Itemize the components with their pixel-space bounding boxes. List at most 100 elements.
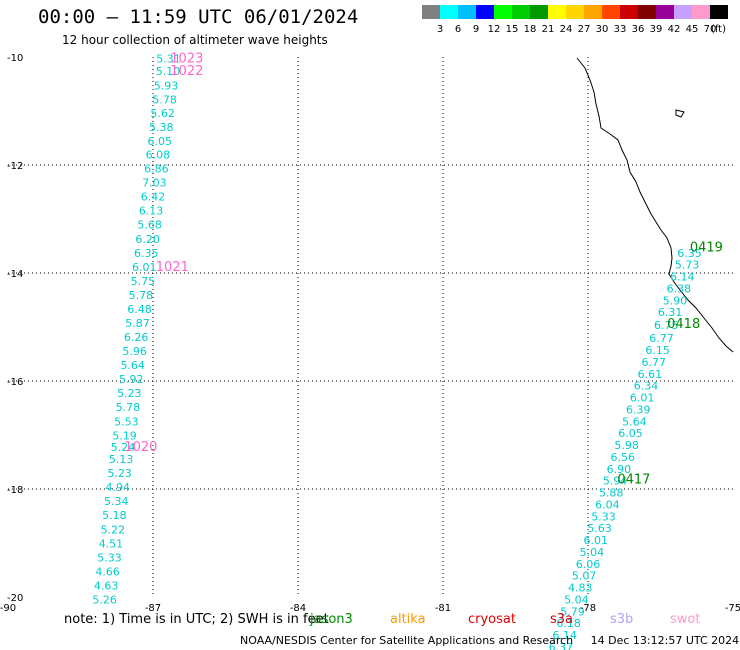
wave-height-value: 6.35 — [677, 247, 702, 260]
satellite-jason3: jason3 — [310, 612, 353, 627]
wave-height-value: 6.77 — [649, 332, 674, 345]
x-tick-label: -84 — [290, 603, 306, 614]
wave-height-value: 5.63 — [587, 522, 612, 535]
wave-height-value: 6.75 — [654, 319, 679, 332]
footer-org: NOAA/NESDIS Center for Satellite Applica… — [240, 634, 574, 647]
wave-height-value: 6.48 — [127, 303, 152, 316]
wave-height-value: 5.79 — [560, 605, 585, 618]
y-tick-label: -10 — [7, 53, 23, 64]
wave-height-value: 5.75 — [131, 275, 156, 288]
wave-height-value: 6.56 — [611, 451, 636, 464]
legend-unit: (ft) — [711, 24, 726, 35]
wave-height-value: 6.14 — [670, 271, 695, 284]
wave-height-value: 4.63 — [94, 579, 119, 592]
satellite-s3a: s3a — [550, 612, 574, 627]
wave-height-value: 5.96 — [122, 345, 147, 358]
pass-time-label: 1023 — [170, 51, 203, 66]
legend-swatch — [674, 5, 692, 19]
track-labels: 5.315.105.935.785.625.386.056.086.867.03… — [92, 51, 723, 650]
satellite-cryosat: cryosat — [468, 612, 516, 627]
legend-swatch — [656, 5, 674, 19]
wave-height-color-legend: 3 6 9 12 15 18 21 24 27 30 33 36 39 42 45 70(ft) — [422, 5, 728, 35]
axis-tick-labels: -90 -87 -84 -81 -78 -75 -10 -12 -14 -16 -18 -20 — [0, 53, 740, 614]
wave-height-value: 6.37 — [549, 641, 574, 650]
page-subtitle: 12 hour collection of altimeter wave hei… — [62, 33, 328, 47]
wave-height-value: 5.31 — [156, 52, 181, 65]
satellite-swot: swot — [670, 612, 701, 627]
pass-time-label: 1021 — [156, 260, 189, 275]
y-tick-label: -14 — [7, 269, 23, 280]
wave-height-value: 5.93 — [154, 79, 179, 92]
wave-height-value: 6.20 — [135, 233, 160, 246]
wave-height-value: 6.90 — [607, 463, 632, 476]
wave-height-value: 6.13 — [139, 205, 164, 218]
wave-height-value: 5.33 — [97, 551, 122, 564]
wave-height-value: 5.23 — [107, 467, 132, 480]
wave-height-value: 4.94 — [105, 481, 130, 494]
legend-swatch — [476, 5, 494, 19]
legend-label: 15 — [506, 24, 519, 35]
x-tick-label: -81 — [435, 603, 451, 614]
wave-height-value: 5.18 — [102, 509, 127, 522]
wave-height-value: 5.68 — [137, 219, 162, 232]
x-tick-label: -90 — [0, 603, 16, 614]
coastline-path — [576, 57, 734, 353]
wave-height-value: 6.01 — [583, 534, 608, 547]
x-tick-label: -75 — [725, 603, 740, 614]
legend-swatch — [584, 5, 602, 19]
wave-height-value: 6.39 — [626, 403, 651, 416]
wave-height-value: 6.04 — [595, 498, 620, 511]
wave-height-value: 6.31 — [658, 306, 683, 319]
wave-height-value: 5.64 — [120, 359, 145, 372]
legend-swatch — [440, 5, 458, 19]
legend-label: 3 — [437, 24, 443, 35]
satellite-altika: altika — [390, 612, 426, 627]
legend-swatch — [422, 5, 440, 19]
wave-height-value: 6.01 — [132, 261, 157, 274]
pass-time-label: 1020 — [124, 440, 157, 455]
wave-height-value: 5.13 — [109, 453, 134, 466]
legend-label: 33 — [614, 24, 627, 35]
wave-height-value: 4.51 — [99, 537, 124, 550]
wave-height-value: 4.66 — [95, 565, 120, 578]
legend-swatch — [710, 5, 728, 19]
legend-label: 70 — [704, 24, 717, 35]
y-tick-label: -12 — [7, 161, 23, 172]
wave-height-value: 6.38 — [667, 282, 692, 295]
legend-swatch — [566, 5, 584, 19]
wave-height-value: 6.34 — [634, 380, 659, 393]
wave-height-value: 6.77 — [641, 356, 666, 369]
wave-height-value: 5.07 — [572, 570, 597, 583]
wave-height-value: 5.34 — [104, 495, 129, 508]
wave-height-value: 6.05 — [618, 427, 643, 440]
wave-height-value: 6.01 — [630, 392, 655, 405]
wave-height-value: 5.73 — [675, 259, 700, 272]
pass-time-label: 1022 — [170, 64, 203, 79]
legend-label: 39 — [650, 24, 663, 35]
wave-height-value: 5.92 — [119, 373, 144, 386]
wave-height-value: 5.33 — [591, 510, 616, 523]
satellite-s3b: s3b — [610, 612, 634, 627]
footer-credit: NOAA/NESDIS Center for Satellite Applica… — [240, 634, 739, 647]
wave-height-value: 5.19 — [112, 429, 137, 442]
pass-time-label: 0419 — [690, 240, 723, 255]
legend-label: 30 — [596, 24, 609, 35]
wave-height-value: 5.88 — [599, 487, 624, 500]
wave-height-value: 5.78 — [116, 401, 141, 414]
wave-height-value: 5.04 — [564, 593, 589, 606]
map-grid — [8, 57, 733, 597]
pass-time-label: 0417 — [617, 473, 650, 488]
wave-height-value: 6.26 — [124, 331, 149, 344]
wave-height-value: 5.10 — [156, 65, 181, 78]
legend-label: 6 — [455, 24, 461, 35]
wave-height-value: 6.08 — [146, 149, 171, 162]
legend-swatch — [458, 5, 476, 19]
wave-height-value: 5.23 — [117, 387, 142, 400]
wave-height-value: 5.04 — [580, 546, 605, 559]
legend-label: 12 — [488, 24, 501, 35]
legend-swatch — [494, 5, 512, 19]
legend-swatch — [512, 5, 530, 19]
wave-height-value: 5.94 — [603, 475, 628, 488]
legend-label: 18 — [524, 24, 537, 35]
